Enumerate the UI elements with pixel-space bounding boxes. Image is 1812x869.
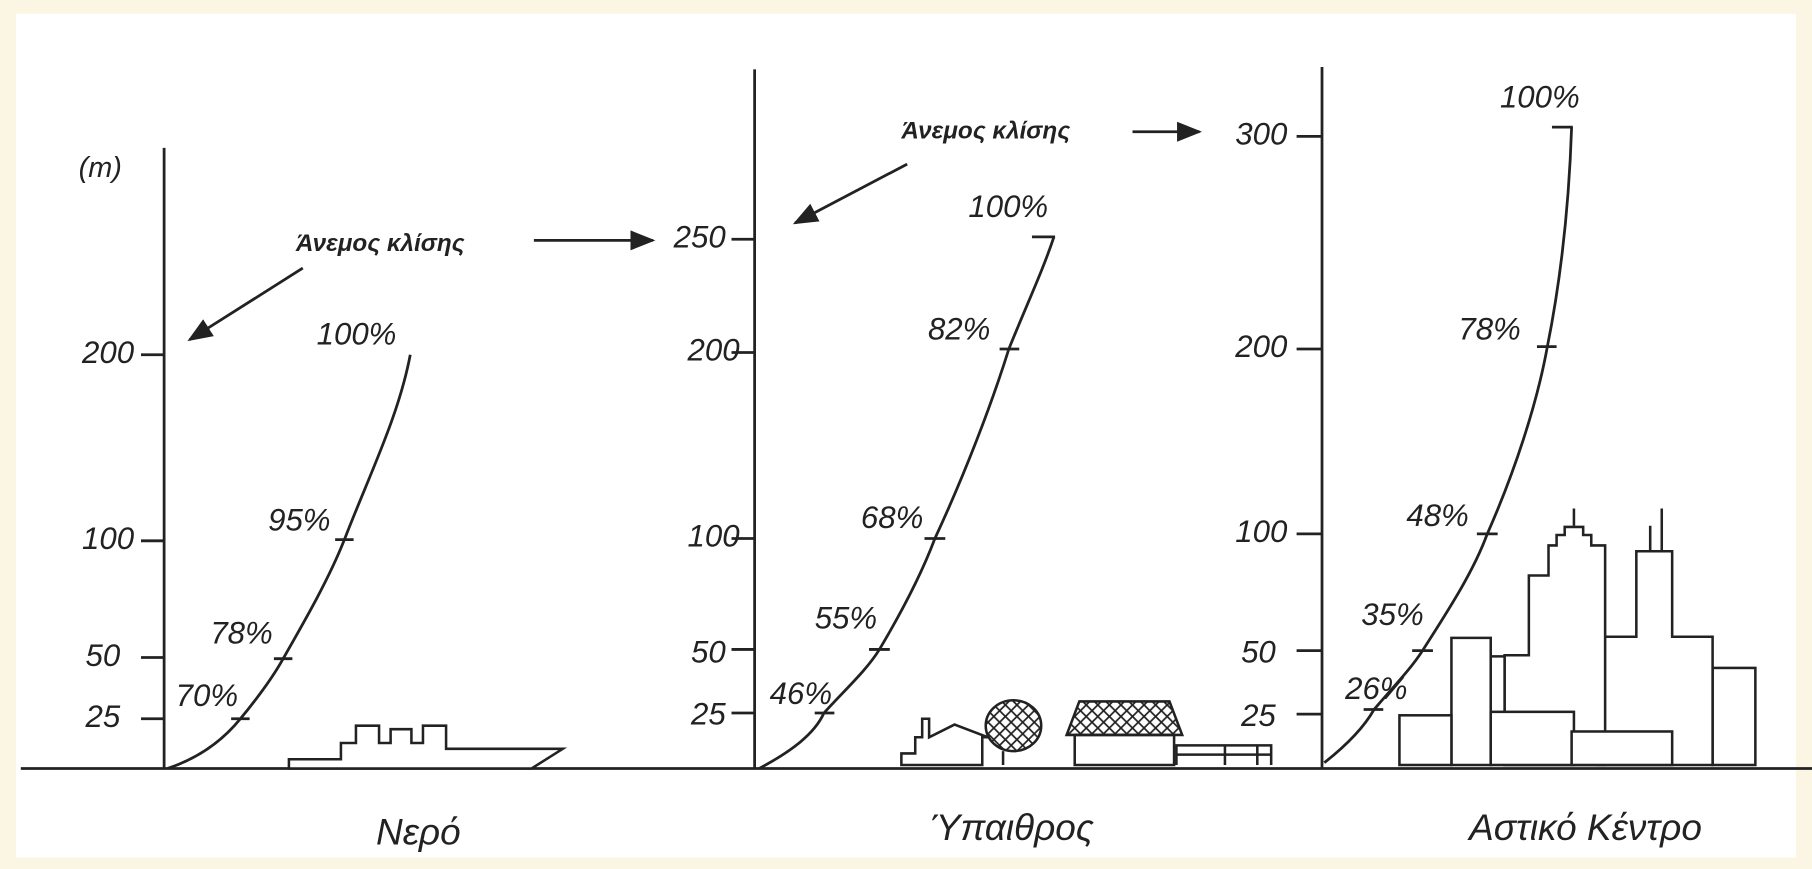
panel-title: Νερό [376, 812, 461, 853]
gradient-wind-label: Άνεμος κλίσης [295, 230, 465, 257]
panel-title: Ύπαιθρος [929, 807, 1094, 848]
y-tick-label: 100 [688, 519, 741, 554]
y-tick-label: 300 [1235, 117, 1288, 152]
y-tick-label: 50 [85, 638, 120, 673]
profile-label: 95% [268, 502, 330, 537]
profile-label: 26% [1344, 671, 1407, 706]
y-tick-label: 250 [673, 219, 727, 254]
profile-label: 35% [1361, 597, 1423, 632]
y-tick-label: 200 [81, 335, 135, 370]
y-tick-label: 25 [690, 697, 726, 732]
profile-label: 78% [1458, 312, 1520, 347]
gradient-wind-label: Άνεμος κλίσης [900, 118, 1070, 145]
panel-title: Αστικό Κέντρο [1467, 807, 1702, 848]
profile-label: 70% [176, 678, 238, 713]
profile-label: 78% [210, 616, 272, 651]
diagram: (m) 200 100 50 25 100% 95% 78% 70% Άνεμο… [0, 0, 1812, 869]
profile-label: 68% [861, 500, 923, 535]
profile-label: 48% [1406, 498, 1468, 533]
y-tick-label: 200 [687, 333, 741, 368]
y-tick-label: 100 [82, 521, 135, 556]
profile-label: 100% [1500, 79, 1580, 114]
y-tick-label: 100 [1235, 514, 1288, 549]
y-tick-label: 50 [1241, 634, 1276, 669]
y-tick-label: 25 [1240, 698, 1276, 733]
page: {"unit_label":"(m)", "panels":[ {"title"… [0, 0, 1812, 869]
profile-label: 100% [968, 189, 1048, 224]
y-tick-label: 200 [1234, 329, 1288, 364]
unit-label: (m) [79, 152, 122, 184]
y-tick-label: 25 [84, 699, 120, 734]
profile-label: 82% [928, 312, 990, 347]
y-tick-label: 50 [691, 634, 726, 669]
profile-label: 55% [815, 601, 877, 636]
profile-label: 46% [770, 676, 832, 711]
profile-label: 100% [317, 316, 397, 351]
